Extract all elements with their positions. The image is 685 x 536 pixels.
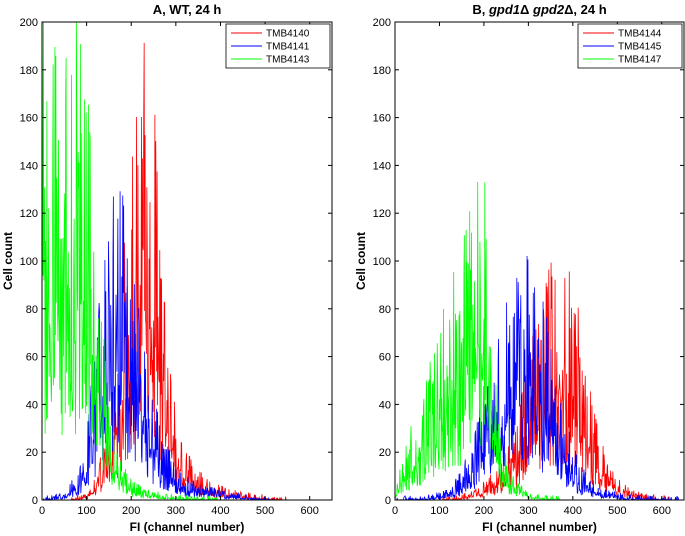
y-tick-label: 100 — [20, 256, 38, 268]
chart-title: B, gpd1Δ gpd2Δ, 24 h — [472, 2, 606, 17]
y-axis-label: Cell count — [354, 232, 368, 290]
legend-label-tmb4145: TMB4145 — [618, 42, 662, 53]
x-tick-label: 400 — [564, 505, 582, 517]
chart-panel-a: 0 100 200 300 400 500 600 0 20 40 60 80 100 120 140 160… — [1, 2, 333, 534]
x-tick-label: 0 — [392, 505, 398, 517]
y-tick-label: 120 — [20, 208, 38, 220]
y-tick-label: 40 — [26, 399, 38, 411]
y-tick-label: 200 — [373, 17, 391, 29]
series-line-tmb4141 — [42, 191, 332, 500]
x-tick-label: 600 — [653, 505, 671, 517]
y-tick-label: 80 — [26, 304, 38, 316]
series-line-tmb4143 — [42, 22, 332, 500]
y-tick-label: 20 — [26, 447, 38, 459]
legend-label-tmb4140: TMB4140 — [266, 29, 310, 40]
y-tick-label: 60 — [379, 352, 391, 364]
x-tick-label: 0 — [39, 505, 45, 517]
x-axis-label: FI (channel number) — [130, 520, 245, 534]
legend-label-tmb4141: TMB4141 — [266, 42, 310, 53]
chart-title: A, WT, 24 h — [153, 2, 222, 17]
y-tick-label: 140 — [20, 160, 38, 172]
y-tick-label: 40 — [379, 399, 391, 411]
x-tick-label: 200 — [122, 505, 140, 517]
series-line-tmb4147 — [395, 182, 684, 500]
y-tick-label: 120 — [373, 208, 391, 220]
legend-label-tmb4147: TMB4147 — [618, 55, 662, 66]
y-tick-label: 140 — [373, 160, 391, 172]
y-tick-label: 180 — [20, 65, 38, 77]
y-tick-label: 200 — [20, 17, 38, 29]
legend-label-tmb4143: TMB4143 — [266, 55, 310, 66]
series-group — [395, 182, 684, 500]
x-tick-label: 300 — [167, 505, 185, 517]
y-tick-label: 0 — [32, 495, 38, 507]
y-tick-label: 160 — [20, 113, 38, 125]
y-tick-label: 20 — [379, 447, 391, 459]
x-tick-label: 400 — [211, 505, 229, 517]
y-tick-label: 180 — [373, 65, 391, 77]
plot-area — [42, 22, 332, 500]
legend: TMB4140 TMB4141 TMB4143 — [225, 23, 331, 69]
x-tick-label: 600 — [301, 505, 319, 517]
x-tick-label: 100 — [77, 505, 95, 517]
y-tick-label: 100 — [373, 256, 391, 268]
legend-label-tmb4144: TMB4144 — [618, 29, 662, 40]
y-axis-label: Cell count — [1, 232, 15, 290]
x-tick-label: 500 — [608, 505, 626, 517]
x-tick-label: 300 — [519, 505, 537, 517]
y-tick-label: 60 — [26, 352, 38, 364]
series-line-tmb4145 — [395, 255, 684, 500]
x-tick-label: 500 — [256, 505, 274, 517]
y-tick-label: 80 — [379, 304, 391, 316]
chart-panel-b: 0 100 200 300 400 500 600 0 20 40 60 80 100 120 140 160… — [354, 2, 685, 534]
y-tick-label: 160 — [373, 113, 391, 125]
y-tick-label: 0 — [385, 495, 391, 507]
x-tick-label: 100 — [430, 505, 448, 517]
legend: TMB4144 TMB4145 TMB4147 — [577, 23, 683, 69]
x-axis-label: FI (channel number) — [482, 520, 597, 534]
x-tick-label: 200 — [475, 505, 493, 517]
